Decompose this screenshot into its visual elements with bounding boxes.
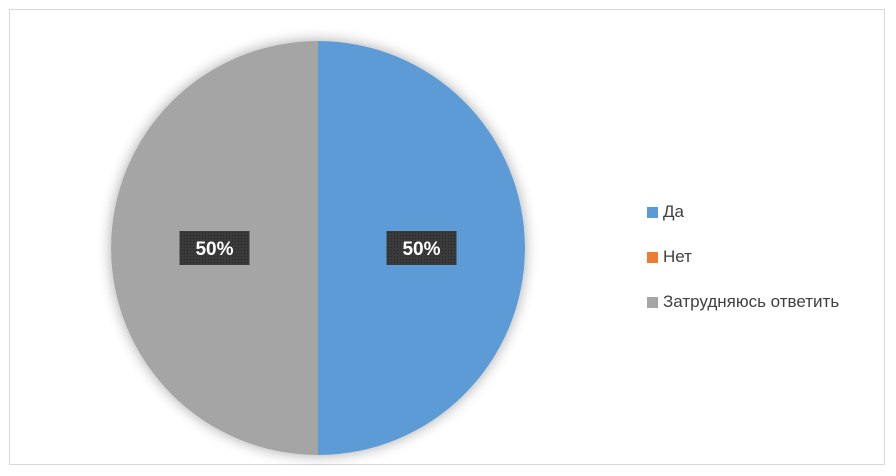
legend: Да Нет Затрудняюсь ответить bbox=[647, 200, 839, 335]
data-label: 50% bbox=[195, 239, 233, 260]
pie-chart: 50% 50% bbox=[111, 41, 525, 455]
legend-swatch-unsure bbox=[647, 296, 658, 308]
legend-label-no: Нет bbox=[663, 247, 692, 266]
legend-swatch-yes bbox=[647, 206, 658, 218]
legend-item-unsure: Затрудняюсь ответить bbox=[647, 290, 839, 314]
data-label: 50% bbox=[402, 239, 440, 260]
legend-label-yes: Да bbox=[663, 202, 684, 221]
chart-area: 50% 50% Да Нет Затрудняюсь ответить bbox=[9, 9, 885, 465]
legend-label-unsure: Затрудняюсь ответить bbox=[663, 292, 840, 311]
data-label-box bbox=[386, 231, 457, 265]
legend-item-no: Нет bbox=[647, 245, 839, 269]
legend-item-yes: Да bbox=[647, 200, 839, 224]
data-label-box bbox=[179, 231, 250, 265]
legend-swatch-no bbox=[647, 251, 658, 263]
